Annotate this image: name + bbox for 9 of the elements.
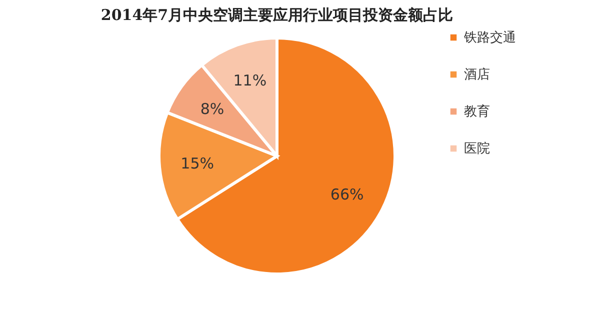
data-label: 66% bbox=[330, 186, 364, 204]
data-label: 8% bbox=[200, 100, 224, 118]
legend-label: 酒店 bbox=[464, 66, 490, 82]
legend-label: 铁路交通 bbox=[463, 30, 516, 46]
data-label: 15% bbox=[180, 154, 214, 173]
legend-label: 教育 bbox=[464, 104, 490, 120]
data-label: 11% bbox=[233, 72, 267, 90]
legend-label: 医院 bbox=[464, 142, 490, 156]
chart-title: 2014年7月中央空调主要应用行业项目投资金额占比 bbox=[100, 6, 454, 24]
